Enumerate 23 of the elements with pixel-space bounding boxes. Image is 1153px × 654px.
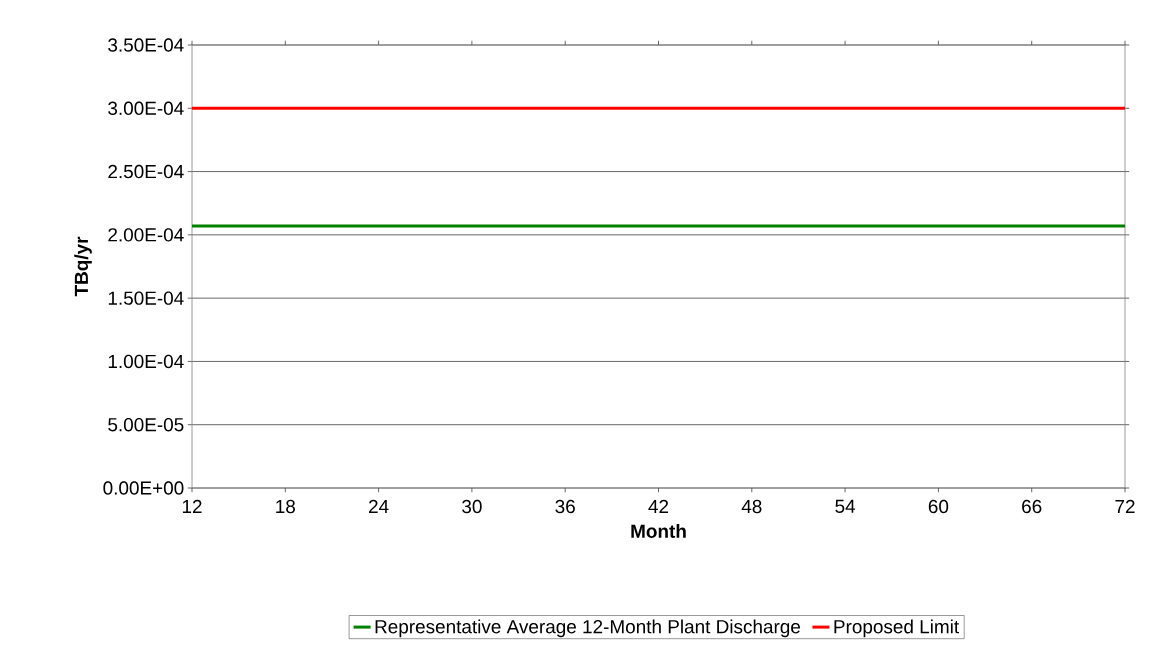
y-tick-label: 1.50E-04 xyxy=(108,291,184,305)
y-axis-title: TBq/yr xyxy=(74,236,92,297)
x-tick-label: 36 xyxy=(555,499,575,514)
legend-label: Representative Average 12-Month Plant Discharge xyxy=(375,619,801,638)
x-tick-label: 72 xyxy=(1115,499,1135,513)
x-tick-label: 12 xyxy=(182,499,202,513)
y-tick-label: 5.00E-05 xyxy=(108,418,184,432)
x-tick-label: 30 xyxy=(462,499,482,514)
x-tick-label: 42 xyxy=(648,499,669,513)
x-axis-title: Month xyxy=(631,524,686,538)
x-tick-label: 60 xyxy=(928,499,949,514)
x-tick-label: 48 xyxy=(741,499,762,514)
x-tick-label: 66 xyxy=(1022,499,1042,514)
x-tick-label: 24 xyxy=(369,499,389,513)
legend-label: Proposed Limit xyxy=(834,619,960,638)
x-tick-label: 54 xyxy=(835,499,856,513)
y-tick-label: 3.50E-04 xyxy=(108,38,184,52)
y-tick-label: 2.00E-04 xyxy=(108,228,184,242)
y-tick-label: 1.00E-04 xyxy=(108,354,184,369)
y-tick-label: 0.00E+00 xyxy=(103,481,184,495)
y-tick-label: 2.50E-04 xyxy=(108,164,184,179)
y-tick-label: 3.00E-04 xyxy=(108,101,184,115)
x-tick-label: 18 xyxy=(276,499,295,514)
